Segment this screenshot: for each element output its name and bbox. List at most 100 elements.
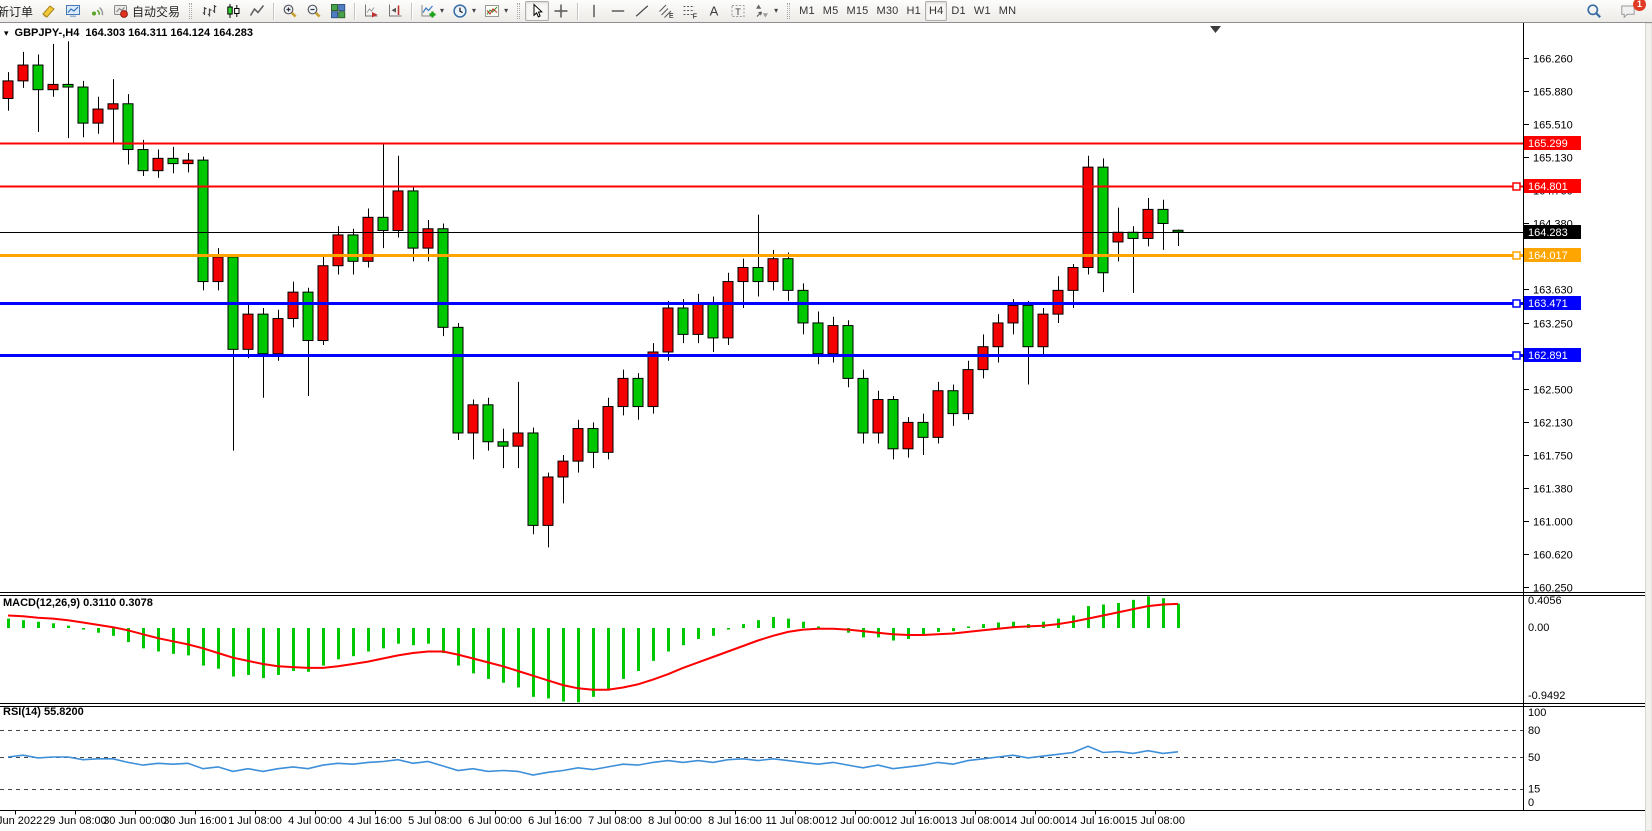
line-marker[interactable] [1512,299,1521,308]
price-line-label[interactable] [1524,225,1581,239]
macd-bar [937,628,940,632]
macd-bar [562,628,565,702]
macd-bar [397,628,400,644]
vertical-line-button[interactable] [582,1,606,21]
candle [827,325,839,355]
tf-w1[interactable]: W1 [970,1,995,21]
tf-d1[interactable]: D1 [947,1,969,21]
macd-bar [622,628,625,679]
tf-m15[interactable]: M15 [842,1,872,21]
candle [197,159,209,283]
price-line-label[interactable] [1524,136,1581,150]
tf-m1[interactable]: M1 [795,1,819,21]
chat-button[interactable]: 1 [1616,0,1646,21]
cursor-button[interactable] [525,1,550,21]
search-button[interactable] [1582,1,1606,21]
arrows-button[interactable]: ▾ [750,1,782,21]
price-line-label[interactable] [1524,296,1581,310]
svg-text:160.250: 160.250 [1533,583,1573,595]
chart-shift-button[interactable] [383,1,407,21]
text-button[interactable]: A [702,1,726,21]
macd-bar [802,621,805,628]
tf-h1-label: H1 [906,5,921,17]
signals-button[interactable] [85,1,109,21]
auto-scroll-button[interactable] [359,1,383,21]
macd-bar [907,628,910,639]
candle [62,83,74,88]
tline-icon [635,5,649,17]
macd-label: MACD(12,26,9) 0.3110 0.3078 [3,597,153,609]
autotrading-icon [114,5,128,18]
candlestick-chart-button[interactable] [221,1,245,21]
clock-icon [453,4,467,18]
candle [1112,231,1124,243]
svg-text:163.250: 163.250 [1533,319,1573,331]
candle [557,460,569,478]
terminal-button[interactable] [61,1,85,21]
horizontal-line-button[interactable] [606,1,630,21]
autotrading-button-label: 自动交易 [132,4,181,19]
macd-bar [487,628,490,679]
candle [77,86,89,124]
macd-bar [217,628,220,669]
crosshair-button[interactable] [549,1,573,21]
candle [587,428,599,453]
periods-button[interactable]: ▾ [448,1,480,21]
line-chart-button[interactable] [245,1,269,21]
chevron-down-icon[interactable]: ▾ [440,6,445,15]
toolbar-grip[interactable] [189,3,193,19]
trendline-button[interactable] [630,1,654,21]
tf-h1[interactable]: H1 [902,1,924,21]
new-order-button[interactable]: 新订单 [0,1,37,21]
svg-text:163.471: 163.471 [1528,298,1568,310]
chevron-down-icon[interactable]: ▾ [472,6,477,15]
tile-windows-button[interactable] [326,1,350,21]
macd-bar [7,618,10,628]
textA-icon: A [710,4,719,19]
templates-button[interactable]: ▾ [480,1,512,21]
toolbar-grip[interactable] [787,3,791,19]
candle [797,289,809,324]
candle [437,228,449,328]
line-marker[interactable] [1512,182,1521,191]
zoom-in-button[interactable] [278,1,302,21]
price-line-label[interactable] [1524,348,1581,362]
toolbar-separator [411,2,413,20]
line-marker[interactable] [1512,351,1521,360]
macd-bar [772,617,775,628]
svg-text:165.299: 165.299 [1528,138,1568,150]
chevron-down-icon[interactable]: ▾ [504,6,509,15]
chart-shift-marker[interactable] [1210,26,1221,33]
symbol-expand-icon[interactable]: ▾ [4,27,9,38]
signal-icon [92,7,104,16]
fibonacci-button[interactable]: F [678,1,702,21]
candle [422,228,434,249]
linechart-icon [249,5,265,16]
chevron-down-icon[interactable]: ▾ [774,6,779,15]
zoom-out-button[interactable] [302,1,326,21]
price-lines[interactable] [0,142,1524,360]
price-line-label[interactable] [1524,179,1581,193]
time-label: 14 Jul 16:00 [1065,815,1125,827]
tf-h4[interactable]: H4 [924,1,948,21]
equidistant-channel-button[interactable]: E [654,1,678,21]
tf-mn[interactable]: MN [995,1,1021,21]
price-line-labels[interactable]: 165.299 164.801 164.283 164.017 163.471 162.8… [1524,136,1581,362]
candle [272,318,284,355]
text-label-button[interactable]: T [726,1,750,21]
candle [752,266,764,283]
tf-m5[interactable]: M5 [819,1,843,21]
candle [152,157,164,172]
tf-m30[interactable]: M30 [872,1,902,21]
indicators-button[interactable]: ▾ [416,1,448,21]
scrollbar[interactable] [1645,22,1652,831]
autotrading-button[interactable]: 自动交易 [109,1,184,21]
styler-button[interactable] [37,1,61,21]
svg-text:0.4056: 0.4056 [1528,595,1562,607]
line-marker[interactable] [1512,251,1521,260]
price-line-label[interactable] [1524,248,1581,262]
toolbar-grip[interactable] [517,3,521,19]
bar-chart-button[interactable] [197,1,221,21]
